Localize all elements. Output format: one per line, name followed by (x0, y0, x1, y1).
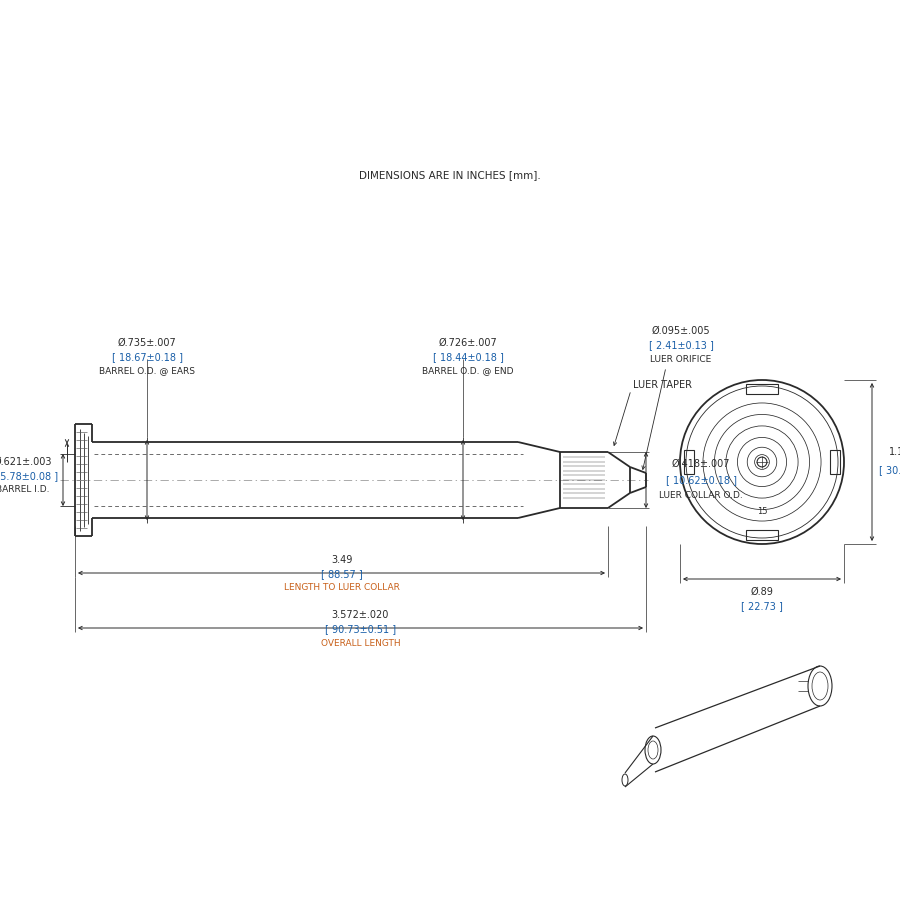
Text: 15: 15 (757, 508, 767, 517)
Text: Ø.418±.007: Ø.418±.007 (671, 459, 730, 469)
Text: 3.49: 3.49 (331, 555, 352, 565)
Bar (746, 530, 778, 540)
Text: BARREL O.D. @ END: BARREL O.D. @ END (422, 366, 514, 375)
Bar (684, 450, 694, 474)
Text: LUER ORIFICE: LUER ORIFICE (651, 355, 712, 364)
Text: LENGTH TO LUER COLLAR: LENGTH TO LUER COLLAR (284, 583, 400, 592)
Text: [ 30.17 ]: [ 30.17 ] (879, 465, 900, 475)
Text: 1.19: 1.19 (889, 447, 900, 457)
Text: Ø.89: Ø.89 (751, 587, 773, 597)
Text: 3.572±.020: 3.572±.020 (332, 610, 389, 620)
Text: DIMENSIONS ARE IN INCHES [mm].: DIMENSIONS ARE IN INCHES [mm]. (359, 170, 541, 180)
Text: Ø.095±.005: Ø.095±.005 (652, 326, 710, 336)
Text: [ 88.57 ]: [ 88.57 ] (320, 569, 363, 579)
Text: [ 15.78±0.08 ]: [ 15.78±0.08 ] (0, 471, 58, 481)
Text: [ 18.44±0.18 ]: [ 18.44±0.18 ] (433, 352, 503, 362)
Text: Ø.735±.007: Ø.735±.007 (118, 338, 176, 348)
Bar (746, 384, 778, 394)
Text: Ø.726±.007: Ø.726±.007 (438, 338, 498, 348)
Text: OVERALL LENGTH: OVERALL LENGTH (320, 638, 400, 647)
Text: BARREL O.D. @ EARS: BARREL O.D. @ EARS (99, 366, 195, 375)
Text: Ø.621±.003: Ø.621±.003 (0, 457, 52, 467)
Bar (830, 450, 840, 474)
Text: LUER COLLAR O.D.: LUER COLLAR O.D. (659, 491, 742, 500)
Text: [ 18.67±0.18 ]: [ 18.67±0.18 ] (112, 352, 183, 362)
Text: LUER TAPER: LUER TAPER (633, 380, 692, 390)
Text: [ 2.41±0.13 ]: [ 2.41±0.13 ] (649, 340, 714, 350)
Text: [ 22.73 ]: [ 22.73 ] (741, 601, 783, 611)
Text: BARREL I.D.: BARREL I.D. (0, 485, 50, 494)
Text: [ 90.73±0.51 ]: [ 90.73±0.51 ] (325, 624, 396, 634)
Text: [ 10.62±0.18 ]: [ 10.62±0.18 ] (665, 475, 736, 485)
